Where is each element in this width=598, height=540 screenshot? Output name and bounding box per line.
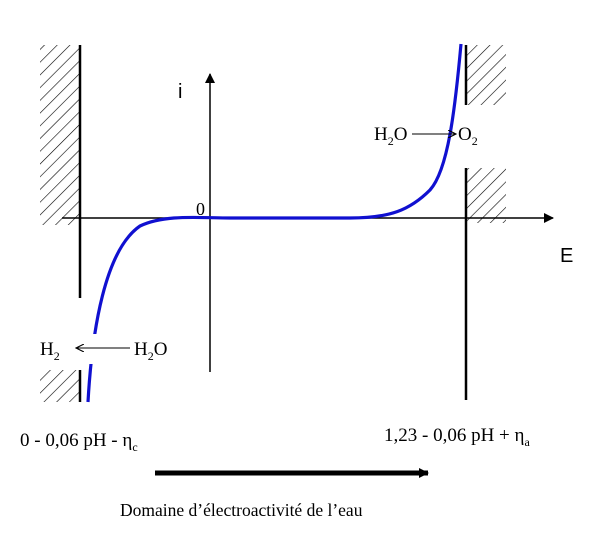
domain-label: Domaine d’électroactivité de l’eau: [120, 500, 363, 520]
oxidation-reactant-tail: O: [394, 124, 408, 145]
svg-text:H2: H2: [40, 339, 60, 363]
current-potential-curve: [86, 43, 463, 403]
cathodic-limit-text: 0 - 0,06 pH - η: [20, 430, 132, 451]
reduction-product-sub: 2: [54, 349, 60, 363]
reduction-reactant: H: [134, 339, 148, 360]
oxidation-reactant-sub: 2: [388, 134, 394, 148]
reduction-reactant-sub: 2: [148, 349, 154, 363]
oxidation-reactant: H: [374, 124, 388, 145]
oxidation-reaction: H2O O2: [374, 124, 478, 148]
svg-text:H2O: H2O: [134, 339, 167, 363]
reduction-product: H: [40, 339, 54, 360]
reduction-reactant-tail: O: [154, 339, 168, 360]
reduction-reaction: H2 H2O: [36, 334, 180, 364]
left-limit-wall: [40, 45, 82, 402]
origin-label: 0: [196, 199, 205, 219]
oxidation-product-sub: 2: [472, 134, 478, 148]
cathodic-limit: 0 - 0,06 pH - ηc: [20, 430, 138, 454]
anodic-limit-sub: a: [524, 435, 530, 449]
y-axis-label: i: [178, 81, 182, 103]
oxidation-product: O: [458, 124, 472, 145]
anodic-limit-text: 1,23 - 0,06 pH + η: [384, 425, 524, 446]
cathodic-limit-sub: c: [132, 440, 137, 454]
right-limit-wall: [464, 45, 506, 400]
svg-text:O2: O2: [458, 124, 478, 148]
anodic-limit: 1,23 - 0,06 pH + ηa: [384, 425, 530, 449]
svg-text:H2O: H2O: [374, 124, 407, 148]
x-axis-label: E: [560, 245, 573, 267]
